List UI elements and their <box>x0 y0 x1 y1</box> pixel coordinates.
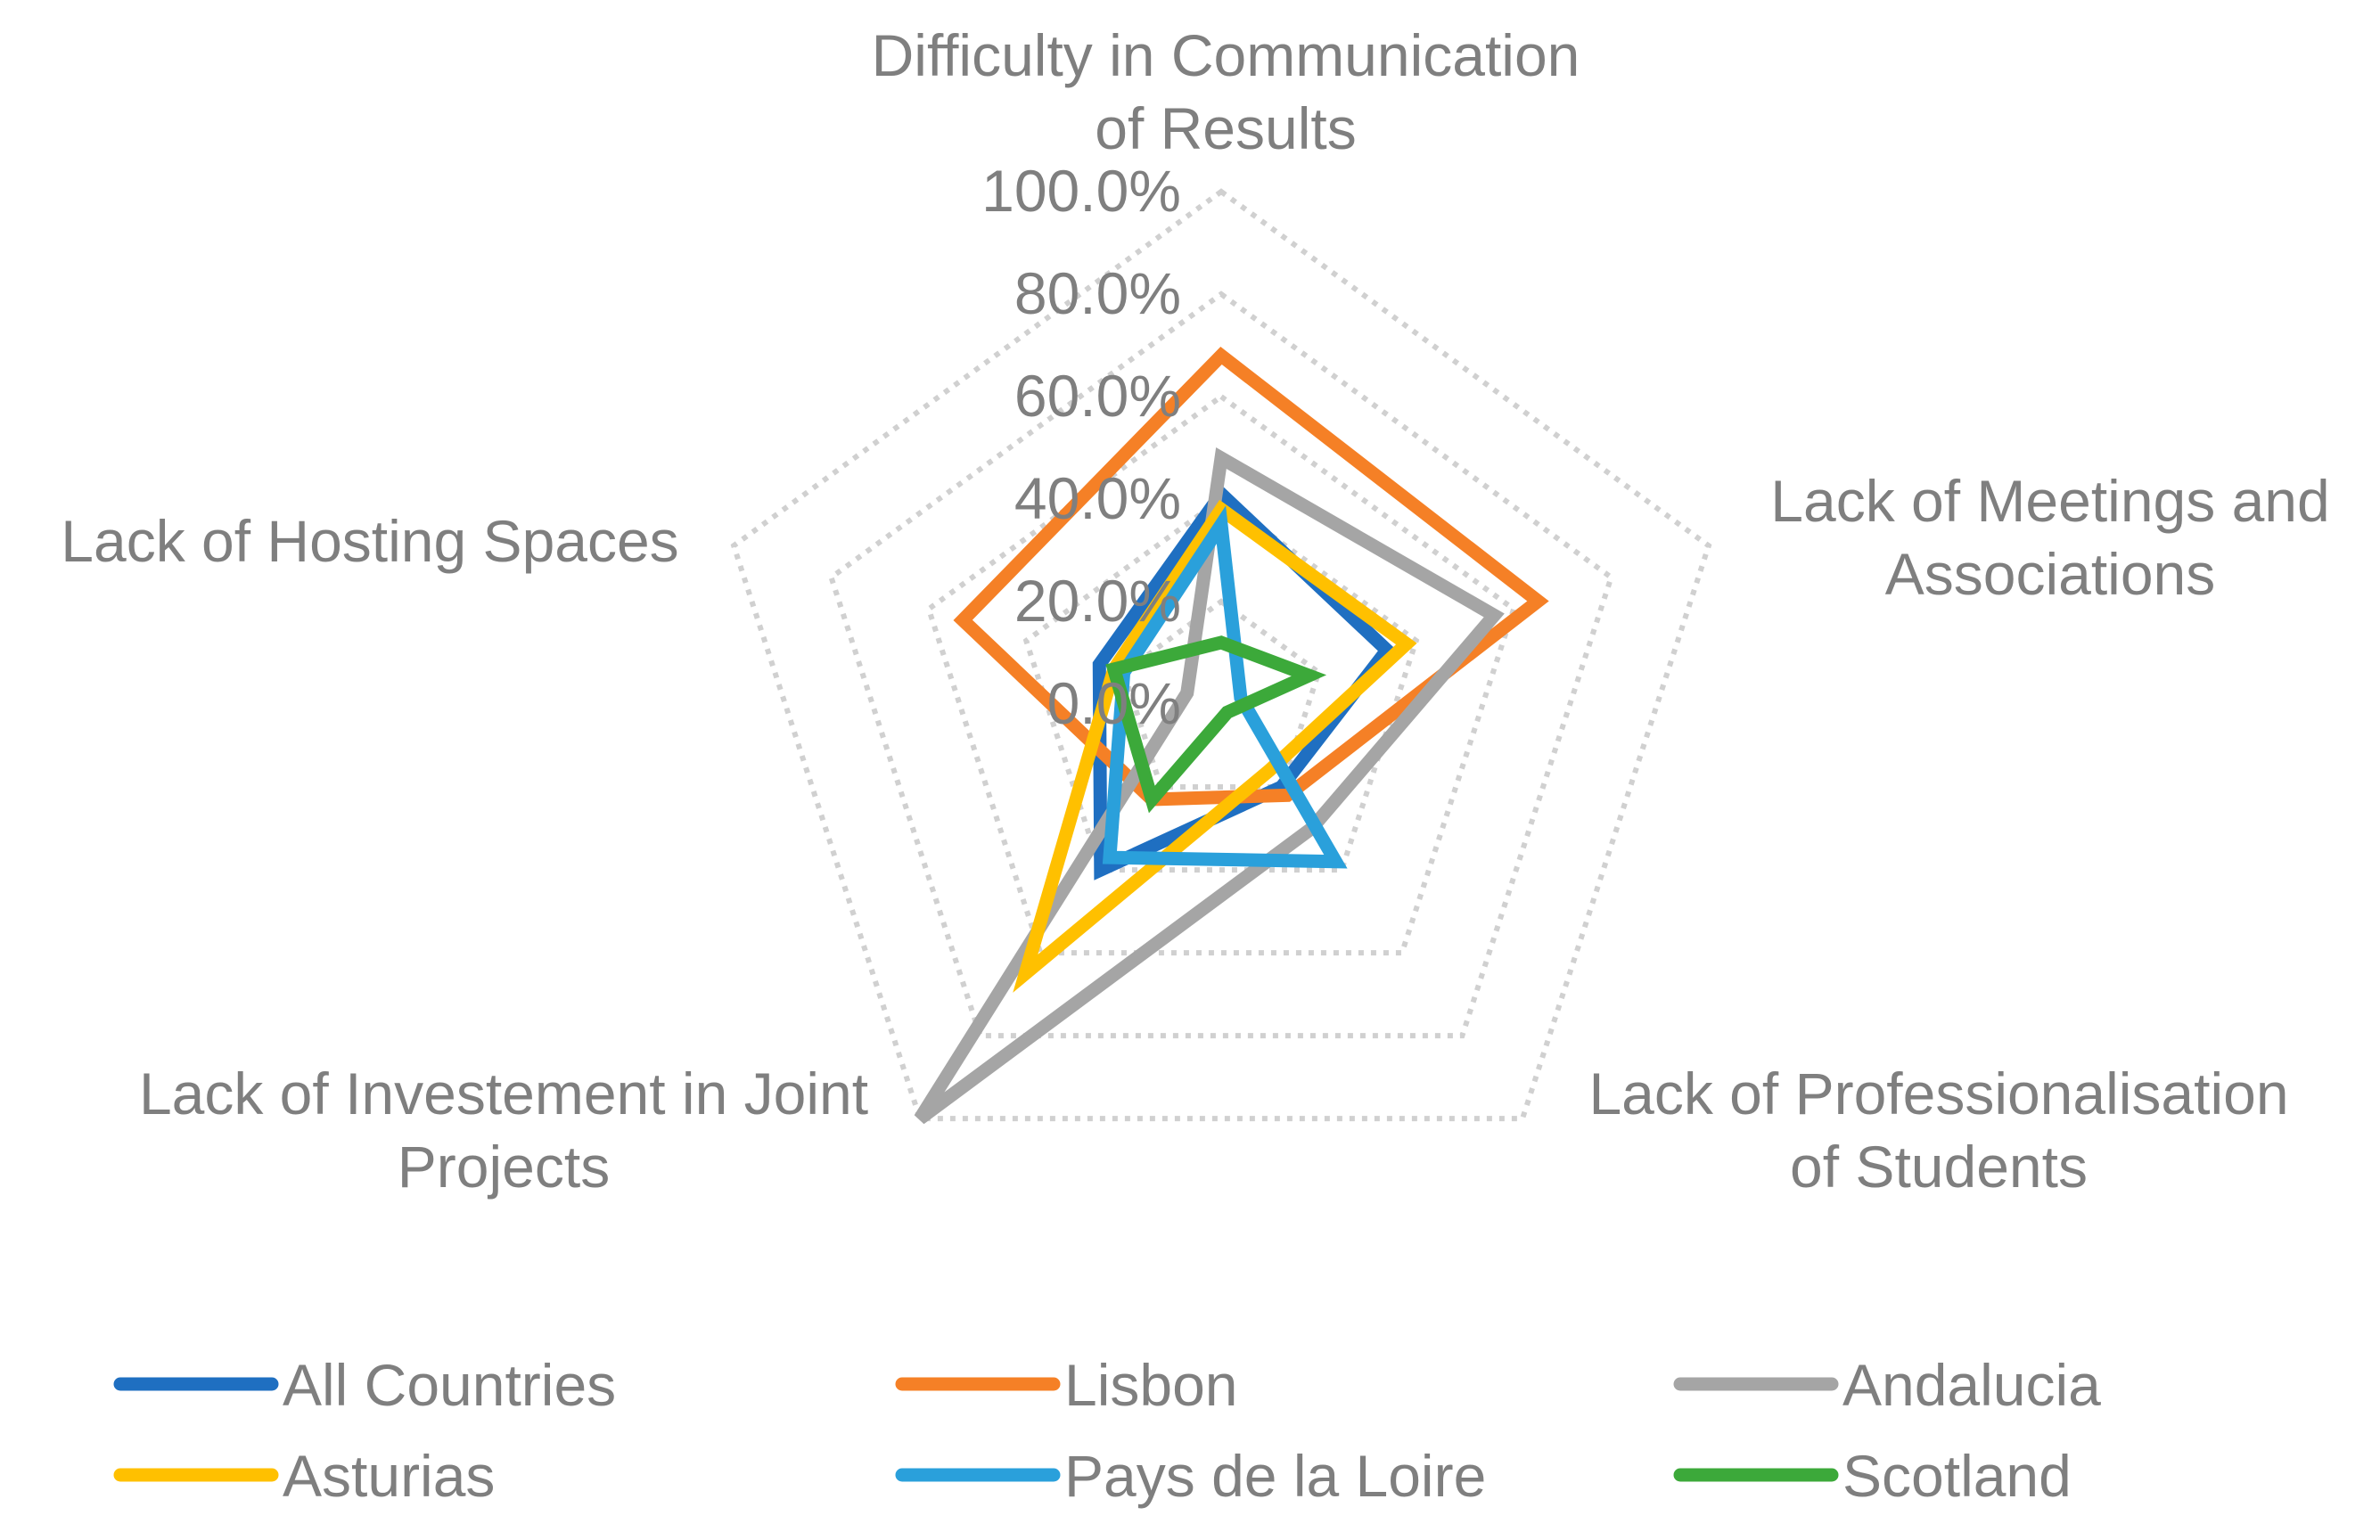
radial-tick-label: 60.0% <box>1014 363 1181 429</box>
axis-label: Lack of Meetings and Associations <box>1770 468 2329 607</box>
grid-ring <box>827 291 1615 1039</box>
radial-tick-label: 0.0% <box>1047 670 1181 736</box>
radial-tick-label: 100.0% <box>981 158 1181 224</box>
legend-label: Asturias <box>283 1443 495 1509</box>
axis-label-line: Projects <box>398 1134 610 1200</box>
grid-ring <box>925 393 1517 956</box>
legend-label: Lisbon <box>1064 1352 1238 1418</box>
series-line-scotland <box>1105 635 1327 814</box>
axis-label: Lack of Hosting Spaces <box>61 508 678 574</box>
axis-labels: Difficulty in Communication of Results Lac… <box>61 22 2329 1200</box>
axis-label-line: of Results <box>1095 95 1356 161</box>
axis-label: Difficulty in Communication of Results <box>872 22 1580 161</box>
axis-label-line: Difficulty in Communication <box>872 22 1580 88</box>
axis-label-line: Lack of Meetings and <box>1770 468 2329 534</box>
radar-series <box>914 346 1549 1125</box>
series-line-lisbon <box>953 346 1549 807</box>
chart-legend: All Countries Lisbon Andalucia Asturias Pays… <box>113 1352 2101 1509</box>
series-line-asturias <box>1013 499 1417 993</box>
legend-label: All Countries <box>283 1352 616 1418</box>
legend-label: Scotland <box>1842 1443 2072 1509</box>
axis-label-line: of Students <box>1790 1134 2088 1200</box>
grid-ring <box>730 188 1712 1122</box>
axis-label: Lack of Investement in Joint Projects <box>139 1061 868 1200</box>
radial-tick-label: 40.0% <box>1014 465 1181 531</box>
series-line-pays-de-la-loire <box>1102 505 1348 869</box>
axis-label: Lack of Professionalisation of Students <box>1588 1061 2288 1200</box>
legend-label: Pays de la Loire <box>1064 1443 1486 1509</box>
legend-label: Andalucia <box>1842 1352 2101 1418</box>
axis-label-line: Associations <box>1885 541 2216 607</box>
axis-label-line: Lack of Hosting Spaces <box>61 508 678 574</box>
radial-tick-labels: 0.0% 20.0% 40.0% 60.0% 80.0% 100.0% <box>981 158 1181 736</box>
radial-tick-label: 20.0% <box>1014 568 1181 634</box>
radial-tick-label: 80.0% <box>1014 260 1181 326</box>
radar-grid <box>730 188 1712 1122</box>
axis-label-line: Lack of Professionalisation <box>1588 1061 2288 1126</box>
grid-ring <box>1022 496 1420 873</box>
axis-label-line: Lack of Investement in Joint <box>139 1061 868 1126</box>
